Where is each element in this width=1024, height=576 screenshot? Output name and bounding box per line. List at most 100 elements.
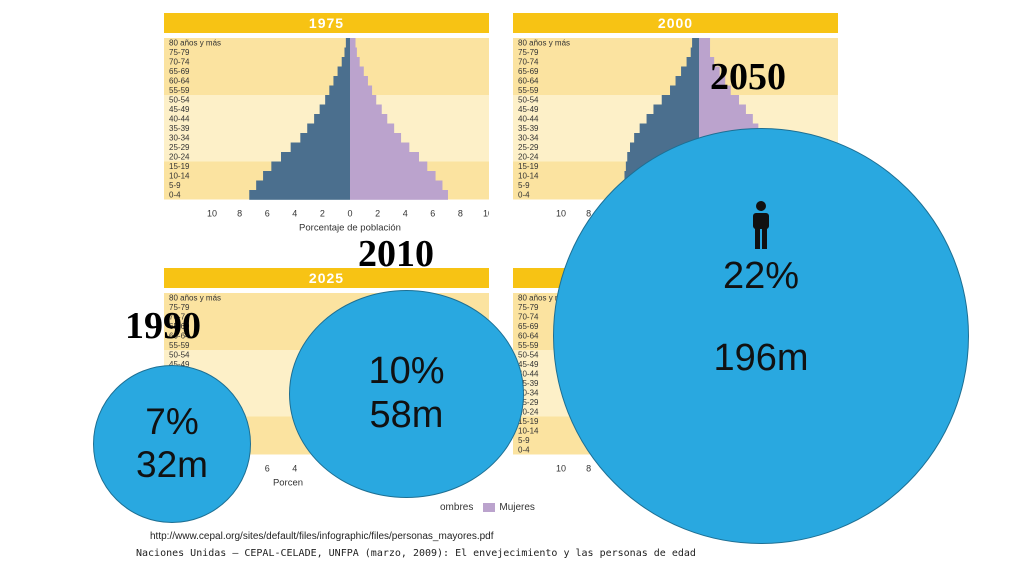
age-group-label: 20-24 [169, 153, 190, 162]
age-group-label: 75-79 [518, 303, 539, 312]
legend-swatch-mujeres [483, 502, 496, 512]
bubble-2010-population: 58m [369, 394, 444, 436]
age-group-label: 50-54 [169, 96, 190, 105]
person-icon [753, 201, 769, 249]
age-group-label: 25-29 [169, 143, 190, 152]
bar-hombres [290, 142, 350, 153]
bar-hombres [271, 161, 350, 172]
bar-hombres [329, 85, 350, 96]
age-group-label: 0-4 [169, 191, 181, 200]
bar-hombres [639, 123, 699, 134]
age-group-label: 55-59 [169, 86, 190, 95]
bar-hombres [256, 180, 350, 191]
pyramid-panel-1975: 1975 80 años y más 75-79 70-74 65-69 60-64 55… [164, 13, 489, 243]
bar-mujeres [350, 161, 428, 172]
age-group-label: 5-9 [169, 181, 181, 190]
bar-hombres [307, 123, 350, 134]
age-group-label: 55-59 [518, 86, 539, 95]
age-group-label: 75-79 [169, 303, 190, 312]
legend-label-mujeres: Mujeres [499, 501, 535, 513]
bubble-2050-population: 196m [713, 336, 809, 379]
age-group-label: 80 años y más [518, 294, 570, 303]
bar-hombres [670, 85, 699, 96]
bar-mujeres [699, 47, 711, 58]
x-tick-label: 6 [265, 464, 270, 474]
age-group-label: 35-39 [518, 124, 539, 133]
year-label-2050: 2050 [710, 56, 786, 98]
pyramid-title-1975: 1975 [308, 15, 345, 31]
age-group-label: 40-44 [518, 370, 539, 379]
bar-mujeres [350, 66, 364, 77]
age-group-label: 50-54 [518, 96, 539, 105]
age-group-label: 30-34 [518, 134, 539, 143]
x-tick-label: 8 [586, 464, 591, 474]
bar-mujeres [699, 123, 759, 134]
bar-hombres [344, 47, 350, 58]
age-group-label: 25-29 [518, 398, 539, 407]
bar-hombres [681, 66, 699, 77]
age-group-label: 0-4 [518, 191, 530, 200]
age-group-label: 45-49 [518, 360, 539, 369]
legend-label-hombres: ombres [440, 501, 474, 513]
age-group-label: 35-39 [518, 379, 539, 388]
bubble-2050-percent: 22% [722, 255, 800, 297]
year-label-1990: 1990 [125, 305, 201, 347]
bar-mujeres [350, 95, 377, 105]
age-group-label: 60-64 [169, 332, 190, 341]
bar-hombres [690, 47, 699, 58]
bar-mujeres [350, 171, 436, 181]
bar-mujeres [699, 66, 720, 77]
x-axis-label: Porcentaje de población [299, 223, 401, 234]
bar-hombres [630, 142, 699, 153]
pyramid-title-2025: 2025 [308, 270, 345, 286]
population-pyramid-1975: 80 años y más75-7970-7465-6960-6455-5950… [164, 38, 489, 234]
bar-mujeres [699, 114, 753, 124]
x-tick-label: 2 [320, 209, 325, 219]
x-tick-label: 2 [375, 209, 380, 219]
age-group-label: 70-74 [518, 313, 539, 322]
age-group-label: 55-59 [169, 341, 190, 350]
age-group-label: 30-34 [518, 389, 539, 398]
bar-mujeres [699, 76, 726, 86]
legend: ombres Mujeres [440, 499, 535, 515]
age-group-label: 80 años y más [169, 294, 221, 303]
age-group-label: 45-49 [518, 105, 539, 114]
bar-mujeres [699, 85, 731, 96]
bar-hombres [314, 114, 350, 124]
bar-hombres [686, 57, 699, 67]
x-tick-label: 0 [347, 209, 352, 219]
age-group-label: 15-19 [518, 162, 539, 171]
age-group-label: 5-9 [518, 436, 530, 445]
age-group-label: 15-19 [518, 417, 539, 426]
age-group-label: 20-24 [518, 153, 539, 162]
x-tick-label: 6 [265, 209, 270, 219]
bar-hombres [341, 57, 350, 67]
bar-hombres [634, 133, 699, 143]
age-group-label: 75-79 [518, 48, 539, 57]
x-axis-label: Porcen [273, 478, 303, 489]
age-group-label: 80 años y más [169, 39, 221, 48]
x-tick-label: 8 [586, 209, 591, 219]
bar-mujeres [350, 76, 368, 86]
age-group-label: 80 años y más [518, 39, 570, 48]
age-group-label: 10-14 [169, 172, 190, 181]
age-group-label: 10-14 [518, 427, 539, 436]
pyramid-title-2000: 2000 [657, 15, 694, 31]
age-group-label: 40-44 [518, 115, 539, 124]
pyramid-header-1975: 1975 [164, 13, 489, 33]
bar-hombres [653, 104, 699, 115]
source-url[interactable]: http://www.cepal.org/sites/default/files… [150, 531, 494, 542]
age-group-label: 70-74 [169, 58, 190, 67]
bar-hombres [300, 133, 350, 143]
bar-hombres [692, 38, 699, 48]
x-tick-label: 4 [292, 209, 297, 219]
age-band [164, 38, 489, 95]
age-group-label: 70-74 [518, 58, 539, 67]
bar-mujeres [350, 57, 360, 67]
bar-mujeres [350, 180, 443, 191]
bubble-1990-percent: 7% [145, 401, 199, 443]
age-group-label: 45-49 [169, 105, 190, 114]
bar-hombres [337, 66, 350, 77]
bar-mujeres [350, 38, 356, 48]
age-group-label: 15-19 [169, 162, 190, 171]
